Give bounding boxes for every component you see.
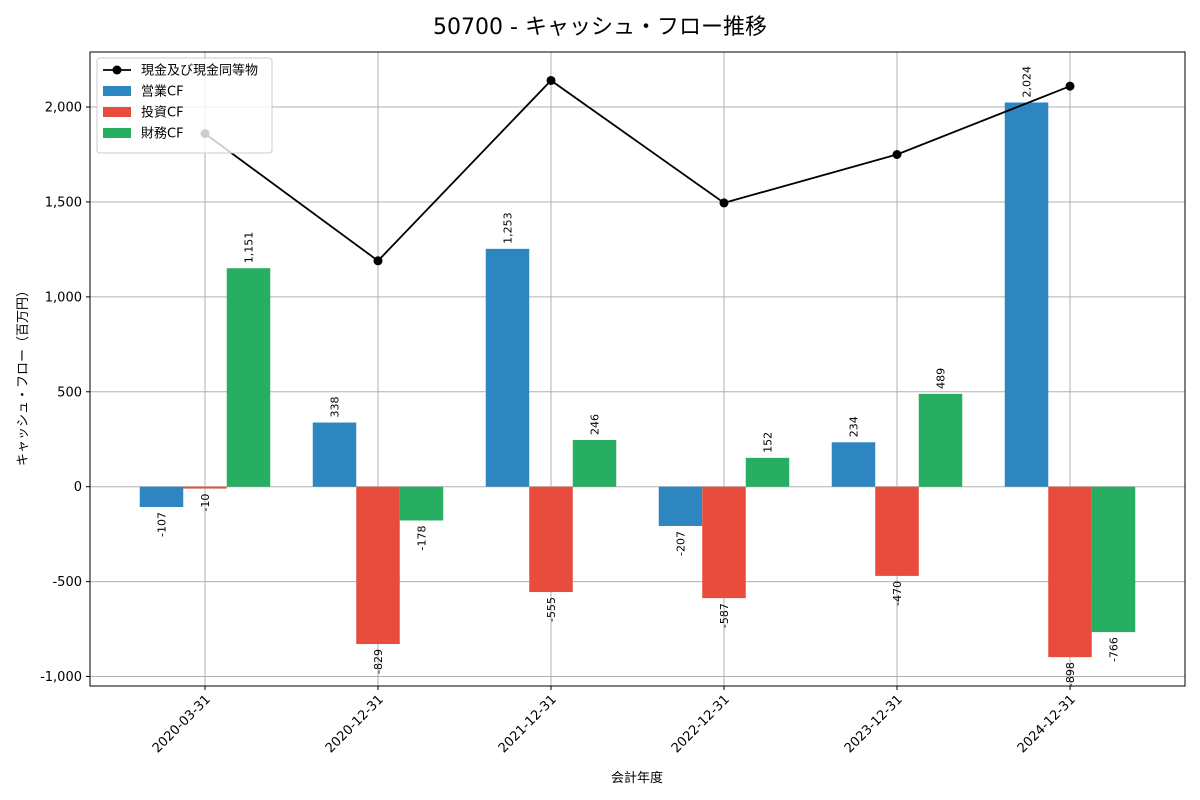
bar-data-label: -107 <box>156 512 169 537</box>
bar <box>831 442 876 487</box>
bar-data-label: -207 <box>675 531 688 556</box>
cash-line-point <box>719 198 729 208</box>
bar-data-label: 152 <box>762 432 775 453</box>
bar-data-label: 2,024 <box>1021 66 1034 98</box>
legend-label: 現金及び現金同等物 <box>141 63 258 79</box>
bars <box>139 102 1136 658</box>
chart-title: 50700 - キャッシュ・フロー推移 <box>433 15 767 40</box>
cash-line-point <box>892 150 902 160</box>
bar <box>572 439 617 487</box>
bar <box>875 486 919 576</box>
bar <box>1004 102 1049 487</box>
bar <box>702 486 746 599</box>
bar <box>529 486 573 593</box>
bar-data-label: 1,151 <box>243 232 256 264</box>
bar <box>918 393 963 487</box>
y-tick-label: 1,000 <box>45 290 82 305</box>
bar-data-label: 246 <box>589 414 602 435</box>
x-axis-label: 会計年度 <box>611 770 663 786</box>
y-tick-label: 1,500 <box>45 195 82 210</box>
cash-line-path <box>204 79 1071 262</box>
bar <box>183 486 227 489</box>
legend-swatch <box>103 107 131 117</box>
bar-data-label: -587 <box>718 603 731 628</box>
bar-data-label: -898 <box>1064 662 1077 687</box>
bar-data-label: -470 <box>891 581 904 606</box>
legend-marker <box>112 65 122 75</box>
legend-label: 財務CF <box>141 127 184 142</box>
bar <box>399 486 444 521</box>
cash-line-point <box>546 75 556 85</box>
legend-swatch <box>103 128 131 138</box>
legend-swatch <box>103 86 131 96</box>
bar-data-labels: -107 338 1,253 -207 234 2,024 -10 -829 -555 -587 -… <box>156 66 1121 687</box>
plot-frame <box>89 51 1186 687</box>
bar <box>1048 486 1092 658</box>
bar <box>226 268 271 487</box>
bar-data-label: -10 <box>199 494 212 512</box>
bar <box>745 457 790 487</box>
bar <box>139 486 184 507</box>
bar-data-label: 338 <box>329 397 342 418</box>
bar-data-label: 489 <box>935 368 948 389</box>
y-axis-label: キャッシュ・フロー（百万円） <box>16 284 31 466</box>
bar-data-label: -766 <box>1108 637 1121 662</box>
legend-label: 営業CF <box>141 84 184 100</box>
cash-line-point <box>373 256 383 266</box>
legend-label: 投資CF <box>141 105 184 121</box>
bar <box>356 486 400 645</box>
y-tick-label: -1,000 <box>40 670 82 685</box>
bar <box>312 422 357 487</box>
bar-data-label: 234 <box>848 416 861 437</box>
y-tick-label: 500 <box>57 385 82 400</box>
bar-data-label: -555 <box>545 597 558 622</box>
y-tick-label: -500 <box>52 575 82 590</box>
bar <box>485 248 530 487</box>
legend-box <box>96 57 273 154</box>
bar-data-label: -178 <box>416 525 429 550</box>
bar-data-label: 1,253 <box>502 212 515 244</box>
cash-line-point <box>1065 81 1075 91</box>
bar <box>658 486 703 526</box>
bar <box>1091 486 1136 633</box>
bar-data-label: -829 <box>372 649 385 674</box>
y-tick-label: 0 <box>74 480 82 495</box>
y-tick-label: 2,000 <box>45 101 82 116</box>
y-axis: -1,000 -500 0 500 1,000 1,500 2,000 <box>40 101 90 685</box>
